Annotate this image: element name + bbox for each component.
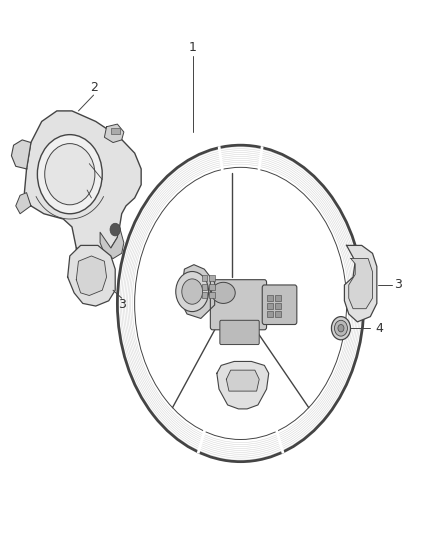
Bar <box>201 275 207 281</box>
Polygon shape <box>217 361 269 409</box>
Bar <box>268 303 273 309</box>
Polygon shape <box>11 140 31 169</box>
Polygon shape <box>349 259 372 309</box>
Polygon shape <box>16 192 31 214</box>
FancyBboxPatch shape <box>220 320 259 344</box>
Text: 2: 2 <box>90 80 98 94</box>
Circle shape <box>338 325 344 332</box>
Bar <box>268 295 273 301</box>
Circle shape <box>182 279 202 304</box>
Text: 4: 4 <box>375 322 383 335</box>
Bar <box>275 311 281 317</box>
Polygon shape <box>74 248 98 269</box>
Ellipse shape <box>137 170 344 437</box>
Circle shape <box>176 271 208 312</box>
Text: 3: 3 <box>118 298 126 311</box>
Bar <box>275 303 281 309</box>
Bar <box>268 311 273 317</box>
Ellipse shape <box>212 282 235 303</box>
Bar <box>201 284 207 290</box>
Circle shape <box>37 135 102 214</box>
Polygon shape <box>76 256 106 295</box>
Polygon shape <box>344 245 377 322</box>
Polygon shape <box>100 227 124 259</box>
Polygon shape <box>226 370 259 391</box>
Bar <box>209 284 215 290</box>
Bar <box>111 128 120 134</box>
Circle shape <box>45 143 95 205</box>
Text: 3: 3 <box>395 278 403 292</box>
Bar <box>209 275 215 281</box>
Bar <box>209 292 215 298</box>
Circle shape <box>110 223 120 236</box>
Polygon shape <box>180 265 215 318</box>
Polygon shape <box>67 245 115 306</box>
FancyBboxPatch shape <box>262 285 297 325</box>
Bar <box>201 292 207 298</box>
Text: 1: 1 <box>189 41 197 54</box>
Polygon shape <box>104 124 124 142</box>
Bar <box>275 295 281 301</box>
Circle shape <box>332 317 350 340</box>
Circle shape <box>335 320 347 336</box>
Polygon shape <box>25 111 141 253</box>
FancyBboxPatch shape <box>210 280 267 330</box>
